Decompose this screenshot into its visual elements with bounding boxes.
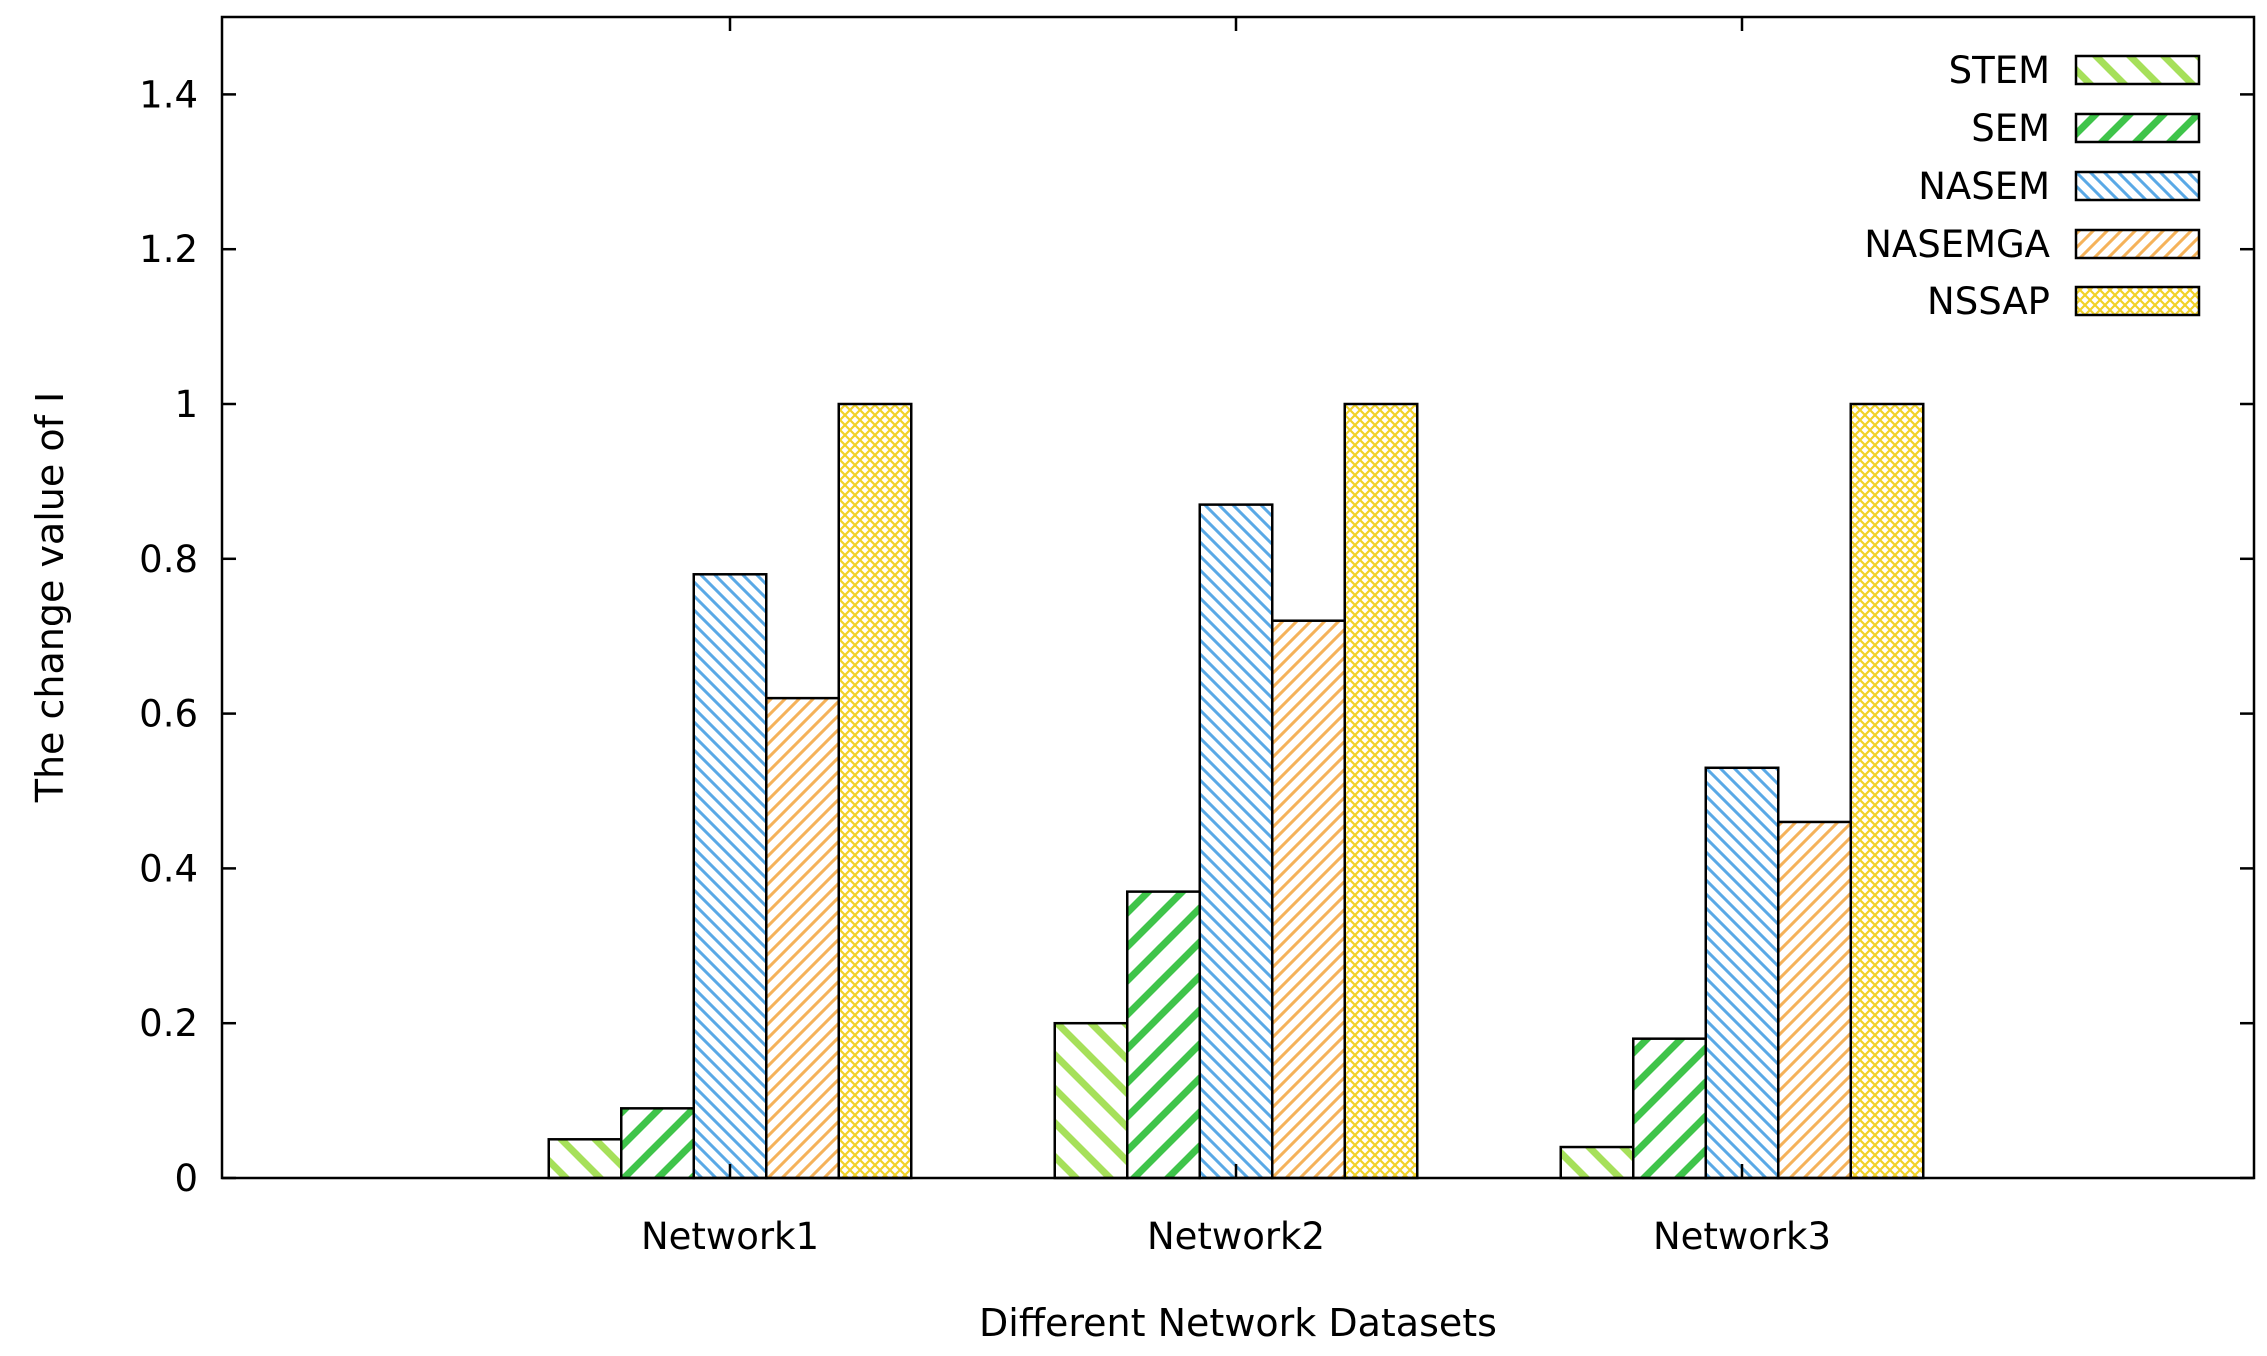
y-tick-label: 1 (174, 383, 198, 426)
bar-sem-network1 (620, 1107, 695, 1180)
bar-stem-network2 (1053, 1021, 1129, 1180)
bar-nssap-network1 (837, 402, 913, 1180)
tick-labels: 0 0.2 0.4 0.6 0.8 1 1.2 1.4 Network1 Network2 Netw… (139, 73, 1831, 1258)
bar-sem-network3 (1632, 1037, 1707, 1180)
legend-label-stem: STEM (1949, 49, 2050, 92)
bar-nssap-network2 (1343, 402, 1419, 1180)
bar-nasem-network2 (1198, 503, 1274, 1180)
legend-swatch-nssap (2074, 285, 2201, 317)
y-tick-label: 1.4 (139, 73, 198, 116)
legend-label-nasemga: NASEMGA (1864, 223, 2050, 266)
legend-label-nasem: NASEM (1918, 165, 2050, 208)
bar-nasemga-network2 (1271, 619, 1346, 1180)
y-tick-label: 0.8 (139, 538, 198, 581)
legend-swatch-nasem (2074, 170, 2201, 202)
legend-swatch-nasemga (2074, 228, 2201, 260)
legend-label-sem: SEM (1971, 107, 2050, 150)
legend: STEM SEM NASEM NASEMGA NSSAP (1864, 49, 2201, 323)
axis-ticks (222, 17, 2254, 1180)
x-axis-label: Different Network Datasets (979, 1301, 1497, 1345)
bar-stem-network3 (1559, 1145, 1635, 1180)
legend-swatch-sem (2074, 112, 2201, 144)
bar-nasem-network3 (1704, 766, 1780, 1180)
plot-area-frame (220, 15, 2256, 1180)
bars-layer (547, 402, 1925, 1180)
bar-nssap-network3 (1849, 402, 1925, 1180)
y-tick-label: 0.6 (139, 693, 198, 736)
y-tick-label: 1.2 (139, 228, 198, 271)
y-tick-label: 0 (174, 1157, 198, 1200)
bar-nasemga-network3 (1777, 820, 1852, 1180)
bar-sem-network2 (1126, 890, 1201, 1180)
bar-stem-network1 (547, 1138, 623, 1180)
x-category-label: Network3 (1653, 1215, 1831, 1258)
bar-nasemga-network1 (765, 696, 840, 1180)
y-axis-label: The change value of I (28, 392, 72, 803)
legend-label-nssap: NSSAP (1927, 280, 2050, 323)
x-category-label: Network1 (641, 1215, 819, 1258)
bar-nasem-network1 (692, 573, 768, 1180)
legend-swatch-stem (2074, 54, 2201, 86)
x-category-label: Network2 (1147, 1215, 1325, 1258)
y-tick-label: 0.4 (139, 847, 198, 890)
y-tick-label: 0.2 (139, 1002, 198, 1045)
